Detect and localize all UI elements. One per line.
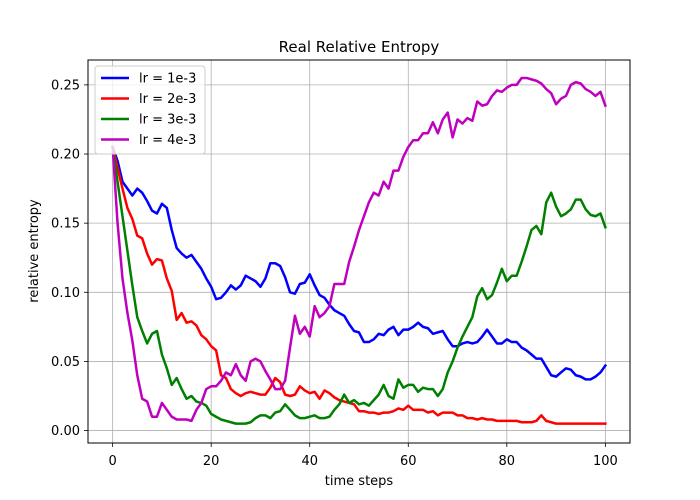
legend: lr = 1e-3 lr = 2e-3 lr = 3e-3 lr = 4e-3 bbox=[94, 65, 206, 155]
series-line-3 bbox=[111, 145, 607, 425]
series-line-4 bbox=[111, 76, 607, 423]
plot-frame bbox=[87, 59, 631, 444]
x-axis-label: time steps bbox=[325, 474, 394, 489]
x-tick-label: 40 bbox=[301, 454, 318, 469]
legend-label-4: lr = 4e-3 bbox=[139, 133, 196, 148]
legend-box bbox=[94, 65, 206, 155]
x-tick-label: 20 bbox=[203, 454, 220, 469]
y-tick-label: 0.25 bbox=[51, 78, 80, 93]
y-axis-label: relative entropy bbox=[27, 199, 42, 303]
chart-title: Real Relative Entropy bbox=[279, 38, 440, 56]
x-tick-label: 100 bbox=[593, 454, 618, 469]
legend-label-3: lr = 3e-3 bbox=[139, 113, 196, 128]
series-line-2 bbox=[111, 145, 607, 425]
y-tick-label: 0.10 bbox=[51, 286, 80, 301]
x-tick-label: 80 bbox=[499, 454, 516, 469]
x-tick-label: 0 bbox=[108, 454, 116, 469]
y-tick-label: 0.15 bbox=[51, 217, 80, 232]
grid bbox=[88, 60, 630, 443]
legend-label-2: lr = 2e-3 bbox=[139, 92, 196, 107]
y-tick-label: 0.00 bbox=[51, 424, 80, 439]
y-axis-ticks: 0.00 0.05 0.10 0.15 0.20 0.25 bbox=[51, 78, 88, 439]
y-tick-label: 0.05 bbox=[51, 355, 80, 370]
x-axis-ticks: 0 20 40 60 80 100 bbox=[108, 443, 618, 469]
series-line-1 bbox=[111, 145, 608, 381]
series-lines bbox=[111, 76, 608, 425]
legend-label-1: lr = 1e-3 bbox=[139, 72, 196, 87]
x-tick-label: 60 bbox=[400, 454, 417, 469]
y-tick-label: 0.20 bbox=[51, 148, 80, 163]
